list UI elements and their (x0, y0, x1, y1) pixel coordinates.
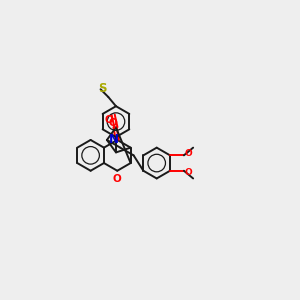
Text: O: O (109, 118, 118, 128)
Text: O: O (105, 115, 113, 124)
Text: O: O (185, 168, 192, 177)
Text: N: N (109, 134, 118, 146)
Text: O: O (113, 174, 122, 184)
Text: S: S (98, 82, 107, 95)
Text: O: O (185, 149, 192, 158)
